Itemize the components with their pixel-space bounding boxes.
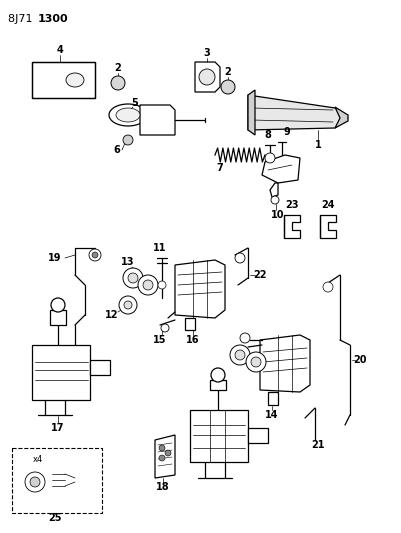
Text: 3: 3: [204, 48, 211, 58]
Ellipse shape: [109, 104, 147, 126]
Text: 20: 20: [353, 355, 367, 365]
Text: 10: 10: [271, 210, 285, 220]
Polygon shape: [210, 380, 226, 390]
Text: 21: 21: [311, 440, 325, 450]
Circle shape: [143, 280, 153, 290]
Text: 24: 24: [321, 200, 335, 210]
Circle shape: [251, 357, 261, 367]
Polygon shape: [320, 215, 336, 238]
Polygon shape: [335, 107, 348, 128]
Circle shape: [323, 282, 333, 292]
Circle shape: [235, 253, 245, 263]
Polygon shape: [262, 155, 300, 183]
Polygon shape: [140, 105, 175, 135]
Circle shape: [124, 301, 132, 309]
Circle shape: [221, 80, 235, 94]
Text: 2: 2: [115, 63, 122, 73]
Text: 17: 17: [51, 423, 65, 433]
Text: 1: 1: [315, 140, 321, 150]
Polygon shape: [185, 318, 195, 330]
Text: 14: 14: [265, 410, 279, 420]
Polygon shape: [155, 435, 175, 478]
Text: 5: 5: [132, 98, 138, 108]
Circle shape: [230, 345, 250, 365]
Ellipse shape: [66, 73, 84, 87]
Text: 9: 9: [284, 127, 290, 137]
Text: 18: 18: [156, 482, 170, 492]
Circle shape: [138, 275, 158, 295]
Circle shape: [271, 196, 279, 204]
Text: 8J71: 8J71: [8, 14, 36, 24]
Text: 4: 4: [57, 45, 63, 55]
Text: 23: 23: [285, 200, 299, 210]
Text: 12: 12: [105, 310, 119, 320]
Circle shape: [51, 298, 65, 312]
Circle shape: [92, 252, 98, 258]
Polygon shape: [190, 410, 248, 462]
Circle shape: [161, 324, 169, 332]
Bar: [12, 448, 102, 513]
Polygon shape: [175, 260, 225, 318]
Polygon shape: [270, 183, 278, 197]
Text: 22: 22: [253, 270, 267, 280]
Polygon shape: [90, 360, 110, 375]
Text: 2: 2: [225, 67, 231, 77]
Circle shape: [128, 273, 138, 283]
Polygon shape: [32, 62, 95, 98]
Polygon shape: [195, 62, 220, 92]
Polygon shape: [284, 215, 300, 238]
Circle shape: [211, 368, 225, 382]
Circle shape: [123, 268, 143, 288]
Text: 6: 6: [113, 145, 120, 155]
Text: 19: 19: [48, 253, 62, 263]
Circle shape: [111, 76, 125, 90]
Text: 25: 25: [48, 513, 62, 523]
Polygon shape: [50, 310, 66, 325]
Ellipse shape: [116, 108, 140, 122]
Circle shape: [165, 450, 171, 456]
Text: 11: 11: [153, 243, 167, 253]
Circle shape: [123, 135, 133, 145]
Circle shape: [265, 153, 275, 163]
Circle shape: [235, 350, 245, 360]
Circle shape: [158, 281, 166, 289]
Circle shape: [246, 352, 266, 372]
Text: 7: 7: [217, 163, 223, 173]
Circle shape: [30, 477, 40, 487]
Text: 16: 16: [186, 335, 200, 345]
Polygon shape: [248, 90, 255, 135]
Polygon shape: [248, 95, 348, 130]
Circle shape: [89, 249, 101, 261]
Circle shape: [240, 333, 250, 343]
Circle shape: [159, 455, 165, 461]
Text: 13: 13: [121, 257, 135, 267]
Circle shape: [159, 445, 165, 451]
Text: x4: x4: [33, 456, 43, 464]
Text: 15: 15: [153, 335, 167, 345]
Circle shape: [25, 472, 45, 492]
Polygon shape: [260, 335, 310, 392]
Polygon shape: [268, 392, 278, 405]
Circle shape: [119, 296, 137, 314]
Polygon shape: [248, 428, 268, 443]
Text: 8: 8: [265, 130, 271, 140]
Text: 1300: 1300: [38, 14, 69, 24]
Circle shape: [199, 69, 215, 85]
Polygon shape: [32, 345, 90, 400]
